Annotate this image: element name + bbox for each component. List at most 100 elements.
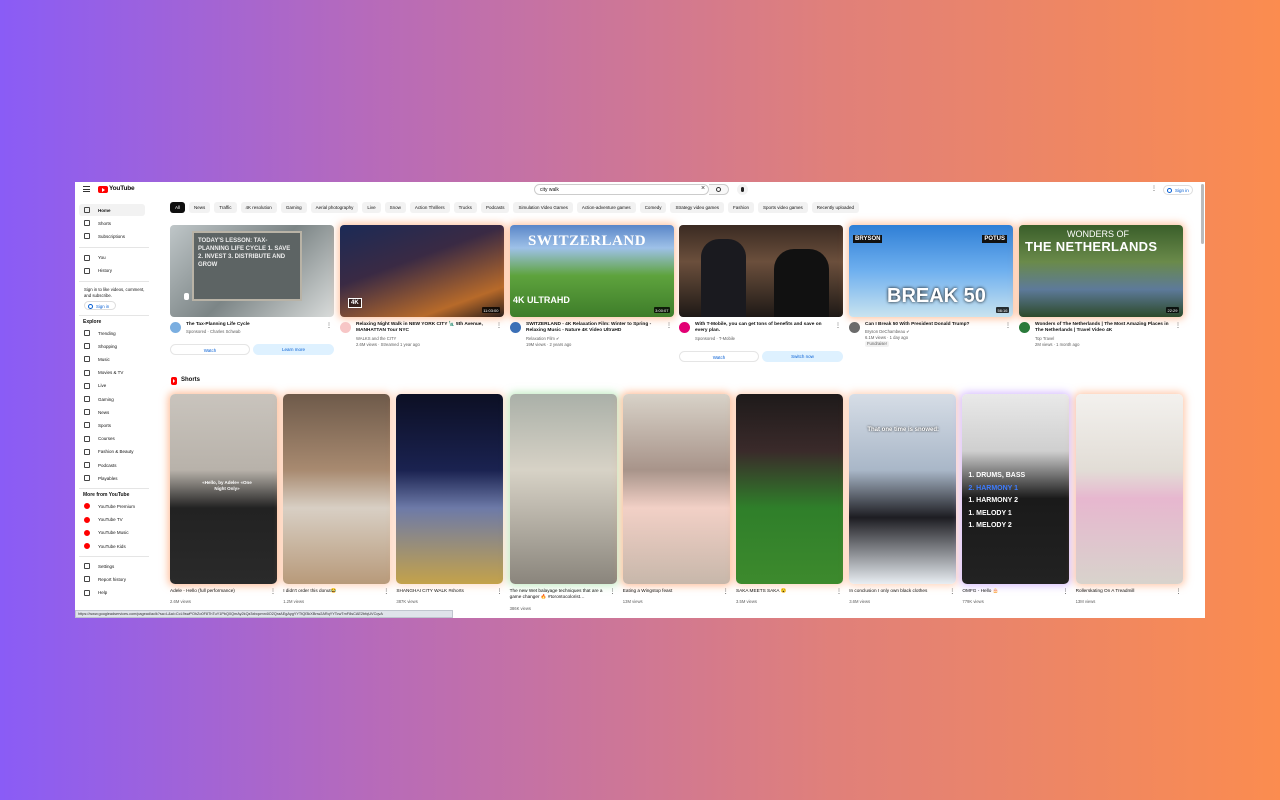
ad-watch-button[interactable]: Watch [679, 351, 759, 362]
chip-simulation-video-games[interactable]: Simulation Video Games [513, 202, 573, 213]
short-title[interactable]: Eating a Wingstop feast [622, 588, 673, 593]
chip-strategy-video-games[interactable]: Strategy video games [670, 202, 724, 213]
more-options-icon[interactable]: ⋮ [383, 589, 390, 595]
sidebar-item-youtube-tv[interactable]: YouTube TV [79, 514, 145, 526]
more-options-icon[interactable]: ⋮ [666, 323, 672, 329]
video-channel[interactable]: Top Travel [1035, 336, 1055, 341]
short-title[interactable]: I didn't order this donut😂 [283, 588, 337, 593]
short-title[interactable]: Rollerskating On A Treadmill [1075, 588, 1135, 593]
sidebar-item-report-history[interactable]: Report history [79, 573, 145, 585]
sidebar-item-gaming[interactable]: Gaming [79, 393, 145, 405]
short-title[interactable]: SAKA MEETS SAKA 😮 [736, 588, 787, 593]
video-channel[interactable]: WALKS and the CITY [356, 336, 397, 341]
short-thumbnail[interactable]: 1. DRUMS, BASS 2. HARMONY 1 1. HARMONY 2 1.… [962, 394, 1070, 584]
video-title[interactable]: The Tax-Planning Life Cycle [186, 322, 250, 327]
search-box[interactable]: city walk × [534, 184, 709, 195]
sidebar-item-shopping[interactable]: Shopping [79, 340, 145, 352]
chip-live[interactable]: Live [362, 202, 381, 213]
chip-action-thrillers[interactable]: Action Thrillers [409, 202, 450, 213]
more-options-icon[interactable]: ⋮ [1005, 323, 1011, 329]
more-options-icon[interactable]: ⋮ [326, 323, 332, 329]
video-title[interactable]: Wonders of The Netherlands | The Most Am… [1035, 322, 1169, 333]
short-thumbnail[interactable]: That one time is snowed: [849, 394, 957, 584]
chip-recently-uploaded[interactable]: Recently uploaded [811, 202, 860, 213]
chip-fashion[interactable]: Fashion [727, 202, 754, 213]
video-title[interactable]: Can I Break 50 With President Donald Tru… [865, 322, 970, 327]
sidebar-item-trending[interactable]: Trending [79, 327, 145, 339]
sidebar-item-history[interactable]: History [79, 265, 145, 277]
youtube-logo-text[interactable]: YouTube [109, 185, 135, 192]
short-title[interactable]: Adele - Hello (full performance) [170, 588, 235, 593]
sidebar-item-podcasts[interactable]: Podcasts [79, 459, 145, 471]
channel-avatar[interactable] [510, 322, 521, 333]
sidebar-item-help[interactable]: Help [79, 587, 145, 599]
sidebar-item-live[interactable]: Live [79, 380, 145, 392]
sidebar-item-movies-tv[interactable]: Movies & TV [79, 367, 145, 379]
search-button[interactable] [709, 184, 729, 195]
more-options-icon[interactable]: ⋮ [496, 323, 502, 329]
chip-trucks[interactable]: Trucks [453, 202, 477, 213]
more-options-icon[interactable]: ⋮ [949, 589, 956, 595]
short-title[interactable]: SHANGHAI CITY WALK #shorts [396, 588, 464, 593]
more-options-icon[interactable]: ⋮ [1062, 589, 1069, 595]
sidebar-item-courses[interactable]: Courses [79, 433, 145, 445]
sidebar-item-playables[interactable]: Playables [79, 472, 145, 484]
video-thumbnail[interactable]: 4K 11:03:00 [340, 225, 504, 317]
short-thumbnail[interactable] [283, 394, 391, 584]
sidebar-item-settings[interactable]: Settings [79, 560, 145, 572]
short-thumbnail[interactable] [509, 394, 617, 584]
sidebar-item-fashion-beauty[interactable]: Fashion & Beauty [79, 446, 145, 458]
chip-snow[interactable]: Snow [384, 202, 406, 213]
video-channel[interactable]: Bryson DeChambeau ✔ [865, 329, 910, 334]
more-options-icon[interactable]: ⋮ [609, 589, 616, 595]
menu-icon[interactable] [83, 186, 90, 192]
video-thumbnail[interactable]: TODAY'S LESSON: TAX-PLANNING LIFE CYCLE … [170, 225, 334, 317]
more-options-icon[interactable]: ⋮ [496, 589, 503, 595]
sidebar-item-sports[interactable]: Sports [79, 419, 145, 431]
sidebar-item-youtube-premium[interactable]: YouTube Premium [79, 500, 145, 512]
video-channel[interactable]: Sponsored · Charles Schwab [186, 329, 241, 334]
chip-traffic[interactable]: Traffic [214, 202, 237, 213]
video-channel[interactable]: Relaxation Film ✔ [526, 336, 560, 341]
chip-comedy[interactable]: Comedy [639, 202, 667, 213]
search-input[interactable]: city walk [540, 186, 559, 193]
short-thumbnail[interactable]: «Hello, by Adele» «One Night Only» [170, 394, 277, 584]
channel-avatar[interactable] [1019, 322, 1030, 333]
sidebar-item-youtube-music[interactable]: YouTube Music [79, 527, 145, 539]
short-thumbnail[interactable] [396, 394, 504, 584]
sidebar-item-shorts[interactable]: Shorts [79, 217, 145, 229]
chip-gaming[interactable]: Gaming [280, 202, 307, 213]
video-title[interactable]: Relaxing Night Walk in NEW YORK CITY 🗽 5… [356, 322, 483, 333]
settings-kebab-icon[interactable]: ⋮ [1151, 186, 1157, 192]
video-thumbnail[interactable]: BRYSON POTUS BREAK 50 56:16 [849, 225, 1013, 317]
ad-watch-button[interactable]: Watch [170, 344, 250, 355]
short-title[interactable]: The new Wet balayage techniques that are… [509, 588, 603, 599]
video-thumbnail[interactable] [679, 225, 843, 317]
channel-avatar[interactable] [170, 322, 181, 333]
more-options-icon[interactable]: ⋮ [1175, 589, 1182, 595]
sidebar-item-you[interactable]: You [79, 252, 145, 264]
short-thumbnail[interactable] [736, 394, 843, 584]
scrollbar[interactable] [1201, 184, 1204, 244]
channel-avatar[interactable] [679, 322, 690, 333]
sidebar-item-news[interactable]: News [79, 406, 145, 418]
ad-cta-button[interactable]: Switch now [762, 351, 843, 362]
sidebar-item-subscriptions[interactable]: Subscriptions [79, 230, 145, 242]
short-thumbnail[interactable] [1075, 394, 1183, 584]
short-thumbnail[interactable] [622, 394, 730, 584]
short-title[interactable]: OMFG - Hello 🎂 [962, 588, 999, 593]
sidebar-item-home[interactable]: Home [79, 204, 145, 216]
clear-search-icon[interactable]: × [701, 185, 706, 192]
channel-avatar[interactable] [340, 322, 351, 333]
voice-search-icon[interactable] [737, 184, 748, 195]
more-options-icon[interactable]: ⋮ [1175, 323, 1181, 329]
video-channel[interactable]: Sponsored · T-Mobile [695, 336, 735, 341]
sidebar-item-music[interactable]: Music [79, 353, 145, 365]
youtube-logo-icon[interactable] [98, 186, 108, 193]
video-title[interactable]: With T-Mobile, you can get tons of benef… [695, 322, 822, 333]
ad-cta-button[interactable]: Learn more [253, 344, 334, 355]
chip-aerial-photography[interactable]: Aerial photography [310, 202, 359, 213]
channel-avatar[interactable] [849, 322, 860, 333]
more-options-icon[interactable]: ⋮ [270, 589, 276, 595]
more-options-icon[interactable]: ⋮ [836, 589, 842, 595]
